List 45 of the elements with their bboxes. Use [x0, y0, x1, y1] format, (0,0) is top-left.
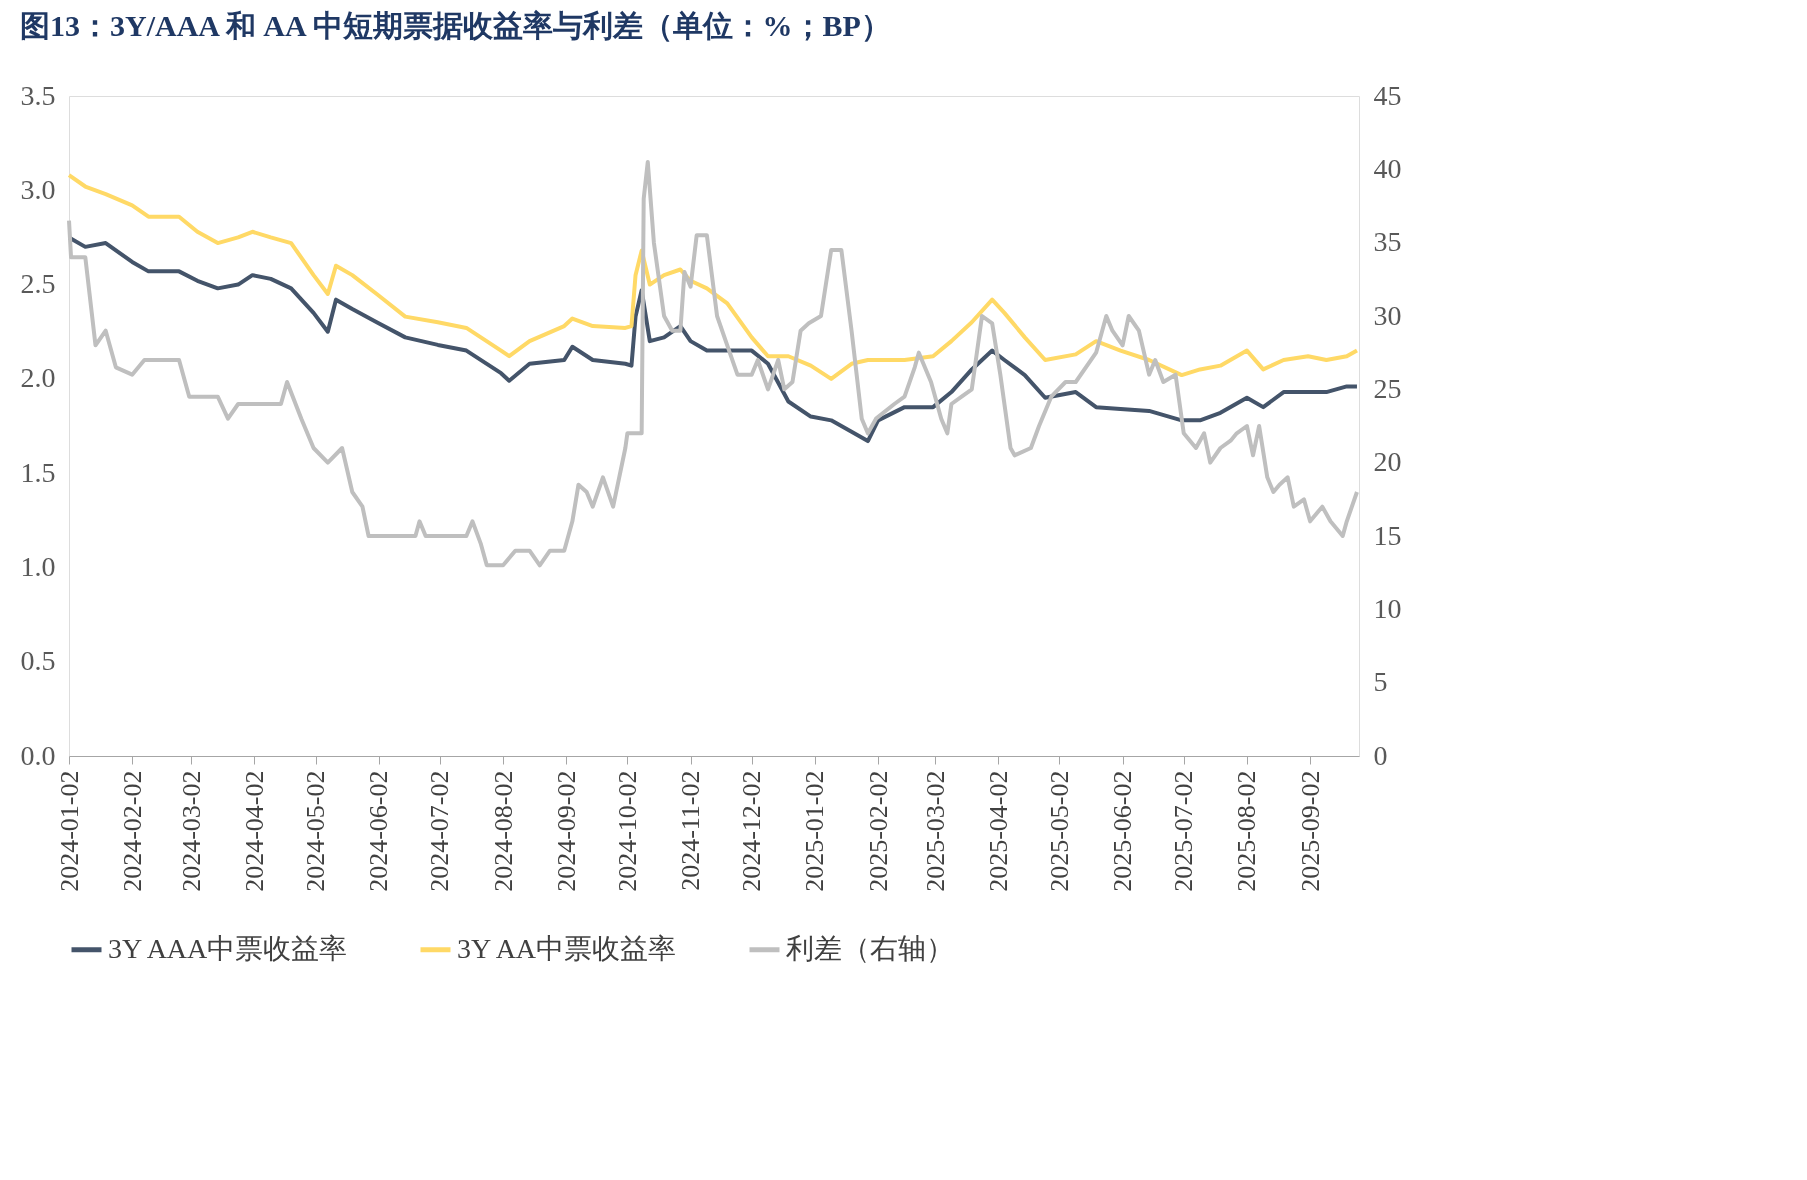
y2-tick-label: 15 [1373, 519, 1402, 551]
x-tick-label: 2025-06-02 [1108, 770, 1138, 892]
legend-label: 3Y AAA中票收益率 [108, 932, 348, 964]
x-tick-label: 2024-09-02 [551, 770, 581, 892]
x-tick-label: 2025-03-02 [920, 770, 950, 892]
legend-label: 利差（右轴） [786, 932, 954, 964]
x-tick-label: 2025-09-02 [1295, 770, 1325, 892]
y-tick-label: 0.0 [20, 739, 56, 771]
chart-title: 图13：3Y/AAA 和 AA 中短期票据收益率与利差（单位：%；BP） [20, 9, 891, 42]
y2-tick-label: 20 [1373, 446, 1402, 478]
y2-tick-label: 35 [1373, 226, 1402, 258]
y-tick-label: 0.5 [20, 645, 56, 677]
y2-tick-label: 5 [1373, 666, 1388, 698]
x-tick-label: 2025-04-02 [983, 770, 1013, 892]
y2-tick-label: 40 [1373, 152, 1402, 184]
y2-tick-label: 30 [1373, 299, 1402, 331]
y2-tick-label: 0 [1373, 739, 1388, 771]
y2-tick-label: 25 [1373, 372, 1402, 404]
y2-tick-label: 10 [1373, 592, 1402, 624]
y-tick-label: 3.0 [20, 173, 56, 205]
x-tick-label: 2025-05-02 [1044, 770, 1074, 892]
x-tick-label: 2024-06-02 [364, 770, 394, 892]
y-tick-label: 1.5 [20, 456, 56, 488]
x-tick-label: 2024-03-02 [176, 770, 206, 892]
y-tick-label: 1.0 [20, 550, 56, 582]
x-tick-label: 2025-01-02 [800, 770, 830, 892]
x-tick-label: 2025-08-02 [1232, 770, 1262, 892]
x-tick-label: 2024-02-02 [117, 770, 147, 892]
x-tick-label: 2025-07-02 [1169, 770, 1199, 892]
x-tick-label: 2024-10-02 [612, 770, 642, 892]
line-series [67, 173, 1359, 381]
legend-label: 3Y AA中票收益率 [457, 932, 677, 964]
x-tick-label: 2024-12-02 [737, 770, 767, 892]
x-tick-label: 2024-08-02 [488, 770, 518, 892]
x-tick-label: 2024-07-02 [425, 770, 455, 892]
y2-tick-label: 45 [1373, 79, 1402, 111]
y-tick-label: 3.5 [20, 79, 56, 111]
x-tick-label: 2024-04-02 [239, 770, 269, 892]
y-tick-label: 2.0 [20, 362, 56, 394]
x-tick-label: 2024-05-02 [301, 770, 331, 892]
x-tick-label: 2025-02-02 [863, 770, 893, 892]
x-tick-label: 2024-01-02 [54, 770, 84, 892]
y-tick-label: 2.5 [20, 268, 56, 300]
line-series [67, 160, 1359, 568]
x-tick-label: 2024-11-02 [676, 770, 706, 891]
